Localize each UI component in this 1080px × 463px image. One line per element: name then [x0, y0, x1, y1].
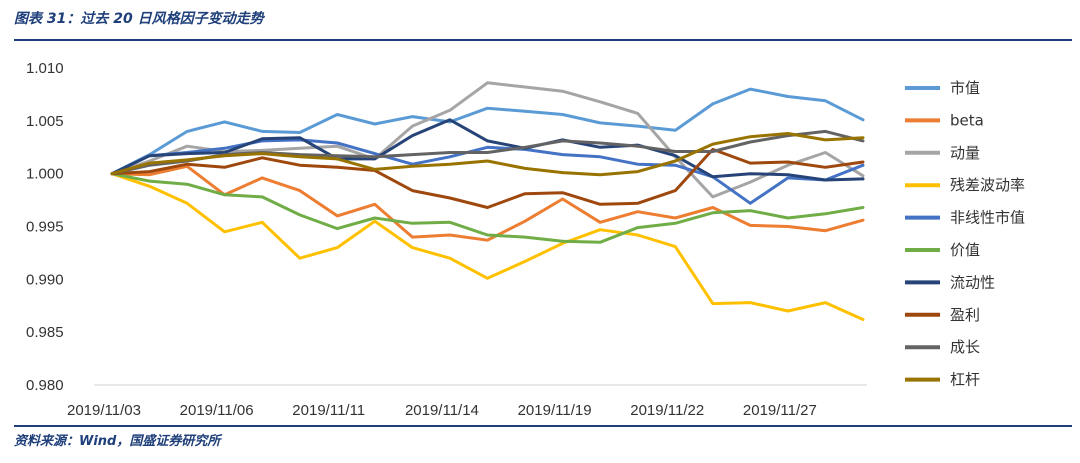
series-line — [110, 164, 865, 242]
x-tick-label: 2019/11/03 — [67, 402, 141, 419]
x-tick-label: 2019/11/22 — [630, 402, 704, 419]
x-tick-label: 2019/11/06 — [180, 402, 254, 419]
series-line — [110, 87, 865, 176]
y-tick-label: 0.990 — [26, 271, 64, 288]
title-rule — [14, 39, 1072, 41]
y-tick-label: 1.005 — [26, 113, 64, 130]
series-line — [110, 118, 865, 182]
legend-label: 杠杆 — [950, 371, 980, 389]
y-tick-label: 1.000 — [26, 166, 64, 183]
y-tick-label: 0.980 — [26, 377, 64, 394]
legend-label: 流动性 — [950, 273, 995, 291]
source-rule — [14, 425, 1072, 427]
series-line — [110, 172, 865, 321]
figure-title: 图表 31：过去 20 日风格因子变动走势 — [14, 11, 264, 27]
legend-label: 市值 — [950, 79, 980, 97]
legend-label: 残差波动率 — [950, 176, 1025, 194]
chart-series-lines — [110, 81, 865, 321]
y-tick-label: 0.985 — [26, 324, 64, 341]
x-tick-label: 2019/11/19 — [518, 402, 592, 419]
x-tick-label: 2019/11/14 — [405, 402, 479, 419]
y-tick-label: 1.010 — [26, 60, 64, 77]
legend-label: 价值 — [950, 241, 980, 259]
legend-label: 动量 — [950, 144, 980, 162]
series-line — [110, 138, 865, 205]
legend-label: 成长 — [950, 338, 980, 356]
x-tick-label: 2019/11/27 — [743, 402, 817, 419]
legend-label: beta — [950, 111, 984, 129]
y-tick-label: 0.995 — [26, 219, 64, 236]
series-line — [110, 81, 865, 199]
series-line — [110, 172, 865, 244]
x-tick-label: 2019/11/11 — [292, 402, 365, 419]
legend-label: 非线性市值 — [950, 209, 1025, 227]
legend-label: 盈利 — [950, 306, 980, 324]
chart-axes: 0.980 0.985 0.990 0.995 1.000 1.005 1.010 2019/… — [26, 60, 867, 419]
series-line — [110, 147, 865, 209]
source-note: 资料来源：Wind，国盛证券研究所 — [14, 434, 221, 449]
series-line — [110, 132, 865, 177]
